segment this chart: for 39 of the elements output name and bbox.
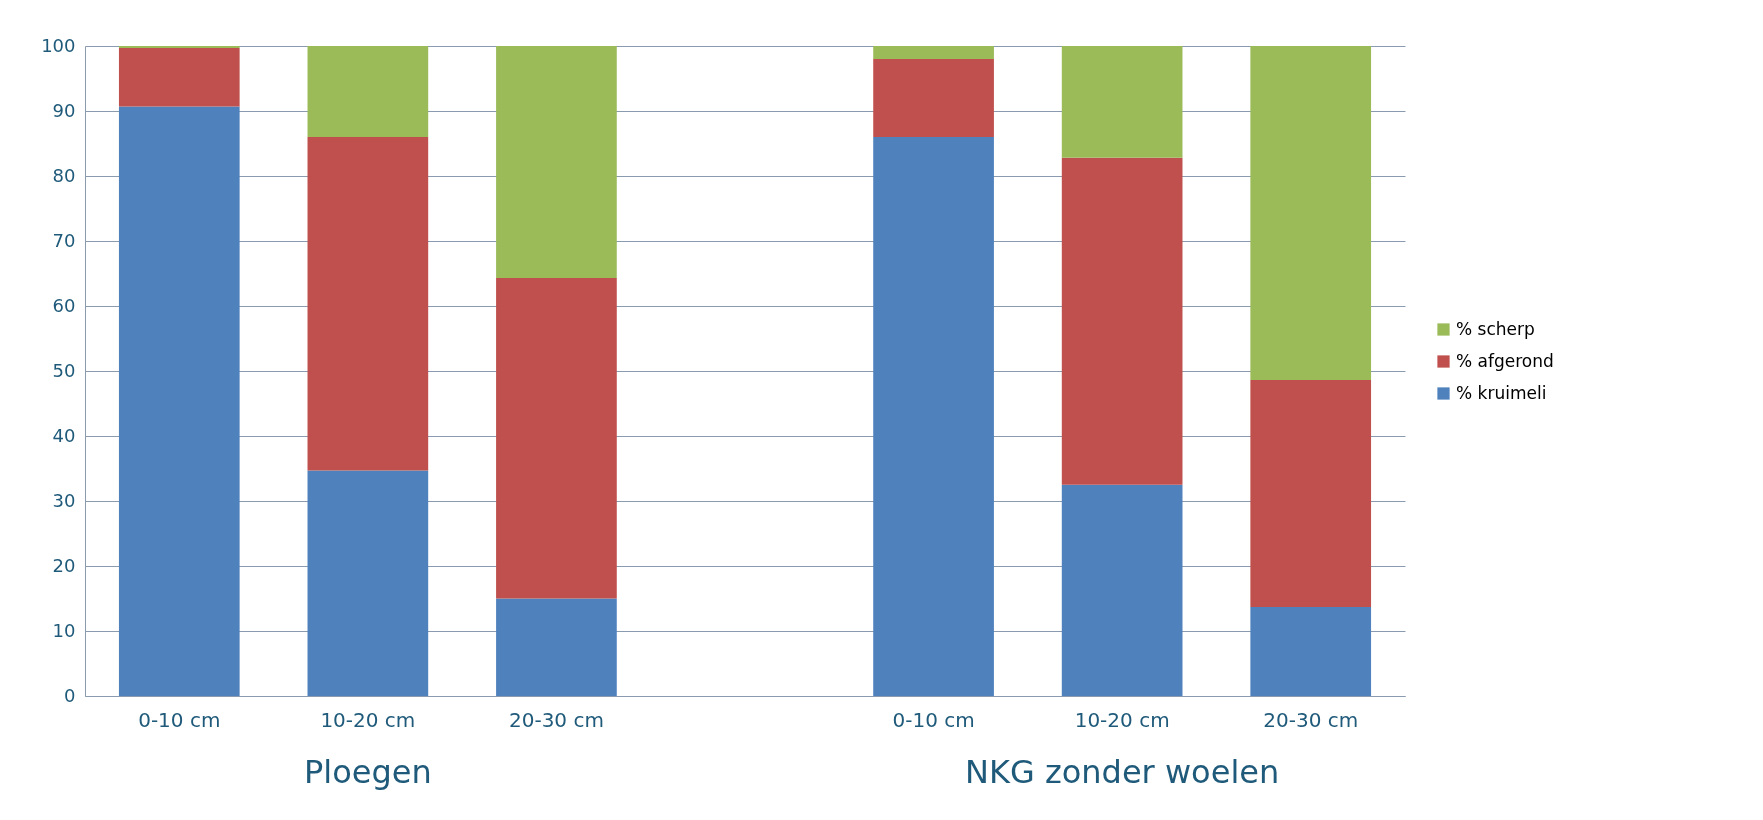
bar [1250, 606, 1372, 696]
y-tick-label: 90 [52, 99, 76, 121]
y-tick-label: 20 [52, 554, 76, 576]
y-tick-label: 0 [64, 684, 76, 706]
bar [307, 470, 429, 696]
bar [1061, 157, 1183, 485]
bar [496, 598, 617, 696]
y-tick-label: 50 [52, 359, 76, 381]
y-tick-label: 70 [52, 229, 76, 251]
text: Ploegen [303, 753, 432, 791]
bar [496, 46, 617, 279]
x-tick-label: 0-10 cm [138, 707, 221, 732]
legend-label: % kruimeli [1456, 382, 1547, 403]
bar [1250, 380, 1372, 607]
y-tick-label: 60 [52, 294, 76, 316]
bar [1061, 484, 1183, 696]
bar [873, 46, 994, 59]
bar [1061, 46, 1183, 158]
bar [307, 46, 429, 137]
y-tick-label: 80 [52, 164, 76, 186]
bar [1250, 46, 1372, 381]
x-tick-label: 20-30 cm [508, 707, 604, 732]
bar [496, 278, 617, 599]
x-tick-label: 10-20 cm [320, 707, 416, 732]
bar [118, 106, 240, 696]
bar [118, 47, 240, 107]
x-tick-label: 0-10 cm [892, 707, 975, 732]
legend-label: % scherp [1456, 318, 1535, 339]
y-tick-label: 30 [52, 489, 76, 511]
text: NKG zonder woelen [965, 753, 1280, 791]
legend-label: % afgerond [1456, 350, 1554, 371]
bar [307, 137, 429, 471]
x-tick-label: 10-20 cm [1074, 707, 1170, 732]
y-tick-label: 100 [41, 34, 76, 56]
x-tick-label: 20-30 cm [1263, 707, 1359, 732]
bar [873, 59, 994, 137]
bar [873, 137, 994, 696]
y-tick-label: 10 [52, 619, 76, 641]
y-tick-label: 40 [52, 424, 76, 446]
